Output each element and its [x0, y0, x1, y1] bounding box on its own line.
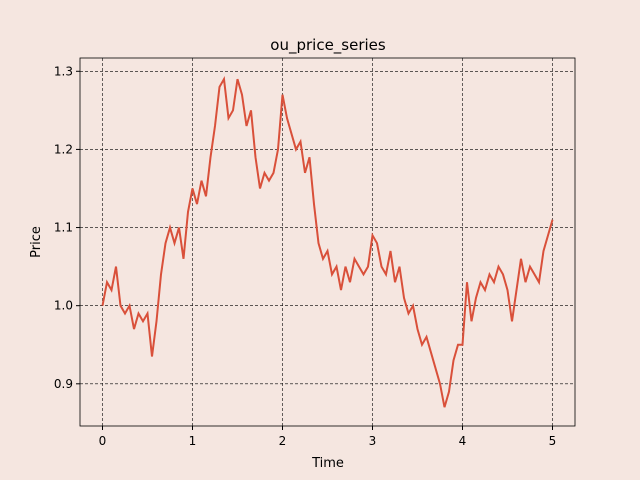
y-axis-label: Price — [29, 226, 44, 258]
price-line — [101, 75, 554, 408]
x-tick-label: 1 — [189, 434, 197, 448]
y-tick-label: 0.9 — [54, 377, 73, 391]
y-tick-label: 1.1 — [54, 221, 73, 235]
y-tick-label: 1.2 — [54, 142, 73, 156]
x-tick-label: 0 — [99, 434, 107, 448]
chart-title: ou_price_series — [270, 36, 386, 55]
plot-area — [80, 58, 575, 426]
x-axis-label: Time — [311, 456, 344, 471]
x-tick-label: 2 — [279, 434, 287, 448]
x-tick-label: 4 — [459, 434, 467, 448]
axes-frame — [79, 57, 576, 427]
y-tick-label: 1.3 — [54, 64, 73, 78]
y-tick-label: 1.0 — [54, 299, 73, 313]
x-tick-label: 5 — [549, 434, 557, 448]
x-tick-label: 3 — [369, 434, 377, 448]
